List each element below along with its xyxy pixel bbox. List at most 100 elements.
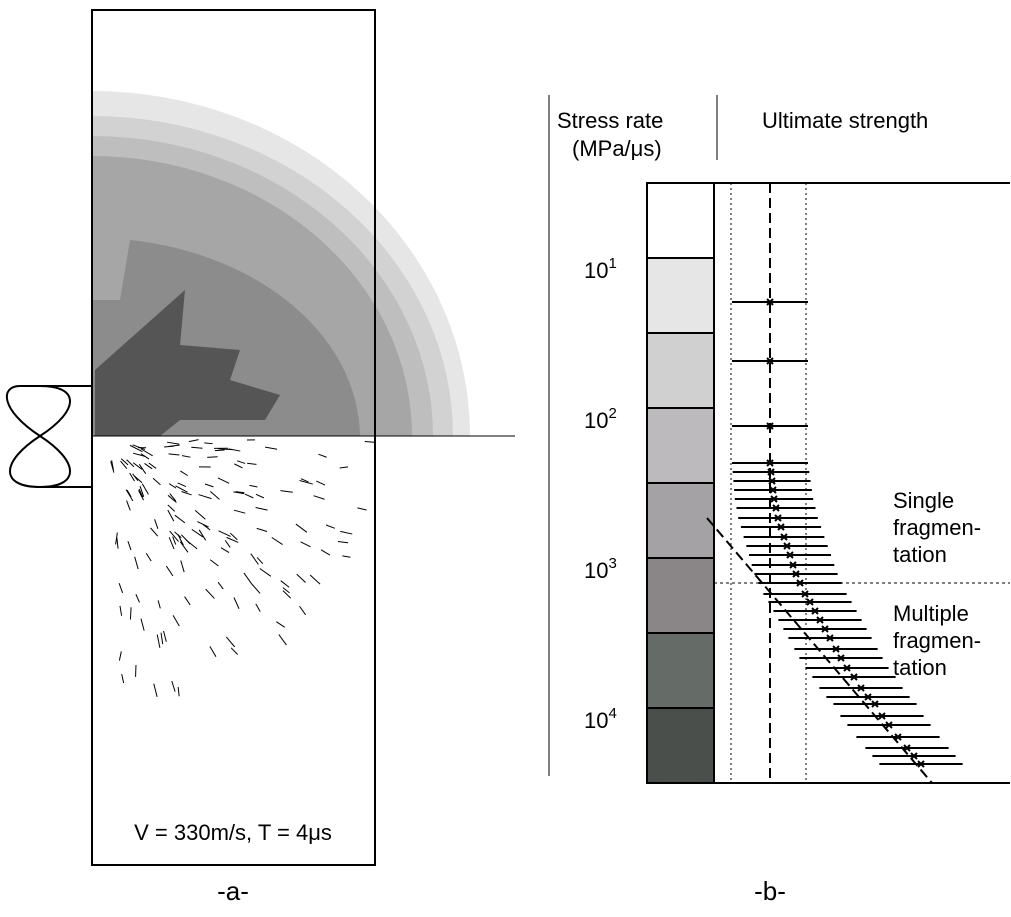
crack	[135, 594, 140, 603]
crack	[172, 536, 177, 545]
crack	[168, 537, 175, 550]
trend-line	[706, 517, 933, 784]
crack	[134, 475, 143, 484]
marker	[780, 533, 788, 541]
marker	[766, 357, 774, 365]
band	[646, 257, 715, 334]
crack	[138, 490, 145, 501]
crack	[132, 444, 146, 450]
tick-base: 10	[584, 408, 608, 433]
marker	[786, 551, 794, 559]
crack	[224, 540, 231, 548]
crack	[229, 532, 238, 541]
crack	[198, 494, 212, 500]
marker	[766, 459, 774, 467]
crack	[276, 621, 286, 628]
crack	[140, 453, 150, 460]
crack	[295, 523, 308, 533]
crack	[110, 461, 115, 473]
crack	[205, 588, 215, 599]
crack	[318, 453, 327, 458]
crack	[197, 521, 209, 528]
annotation: Multiple	[893, 601, 969, 626]
crack	[243, 572, 253, 585]
band	[646, 707, 715, 784]
crack	[342, 555, 351, 558]
crack	[265, 446, 278, 450]
crack	[202, 524, 211, 531]
crack	[244, 493, 254, 499]
crack	[255, 507, 268, 511]
crack	[153, 683, 158, 697]
crack	[156, 634, 161, 648]
crack	[157, 600, 161, 609]
crack	[282, 587, 290, 594]
panel-a-frame	[91, 9, 376, 866]
crack	[296, 573, 306, 583]
crack	[180, 470, 189, 477]
band	[646, 482, 715, 559]
tick-label: 101	[584, 255, 617, 283]
caption-b: -b-	[754, 876, 786, 906]
tick-exp: 2	[608, 405, 616, 422]
crack	[209, 491, 220, 500]
marker	[917, 760, 925, 768]
tick-base: 10	[584, 258, 608, 283]
crack	[271, 537, 283, 545]
crack	[357, 507, 367, 511]
crack	[339, 466, 349, 469]
crack	[204, 442, 213, 445]
crack	[165, 565, 174, 577]
marker	[894, 733, 902, 741]
crack	[118, 651, 122, 661]
crack	[313, 495, 325, 500]
tick-label: 102	[584, 405, 617, 433]
crack	[138, 488, 144, 498]
annotation: Single	[893, 488, 954, 513]
crack	[249, 484, 258, 488]
crack	[280, 490, 293, 493]
marker	[772, 504, 780, 512]
crack	[300, 541, 311, 548]
marker	[821, 625, 829, 633]
marker	[826, 634, 834, 642]
annotation: tation	[893, 655, 947, 680]
crack	[139, 486, 145, 497]
crack	[154, 519, 159, 529]
tick-exp: 1	[608, 255, 616, 272]
crack	[218, 530, 231, 537]
crack	[177, 482, 187, 488]
marker	[816, 616, 824, 624]
crack	[218, 448, 233, 451]
marker	[766, 422, 774, 430]
crack	[184, 596, 191, 606]
marker	[837, 654, 845, 662]
crack	[172, 615, 180, 627]
marker	[796, 579, 804, 587]
caption-a: -a-	[217, 876, 249, 906]
crack	[175, 485, 188, 493]
stress-contours	[92, 91, 470, 436]
crack	[163, 630, 167, 642]
crack	[180, 560, 185, 573]
crack	[181, 455, 191, 458]
crack	[167, 504, 176, 512]
crack	[174, 514, 186, 524]
crack	[125, 489, 134, 502]
crack	[226, 536, 239, 543]
crack	[171, 680, 176, 692]
crack	[168, 453, 180, 456]
tick-label: 103	[584, 555, 617, 583]
crack	[250, 553, 259, 565]
crack	[169, 530, 179, 542]
crack	[282, 590, 292, 599]
crack	[251, 583, 261, 594]
marker	[777, 523, 785, 531]
crack	[127, 540, 132, 551]
crack	[320, 549, 331, 556]
crack	[235, 491, 245, 494]
crack	[214, 449, 225, 452]
crack	[233, 597, 240, 609]
